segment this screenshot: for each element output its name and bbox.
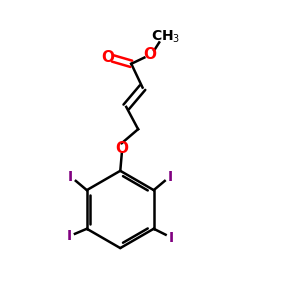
- Text: I: I: [68, 170, 73, 184]
- Text: CH$_3$: CH$_3$: [151, 29, 180, 45]
- Text: O: O: [101, 50, 114, 65]
- Text: I: I: [66, 229, 71, 243]
- Text: O: O: [143, 47, 156, 62]
- Text: O: O: [115, 141, 128, 156]
- Text: I: I: [169, 231, 174, 245]
- Text: I: I: [167, 170, 172, 184]
